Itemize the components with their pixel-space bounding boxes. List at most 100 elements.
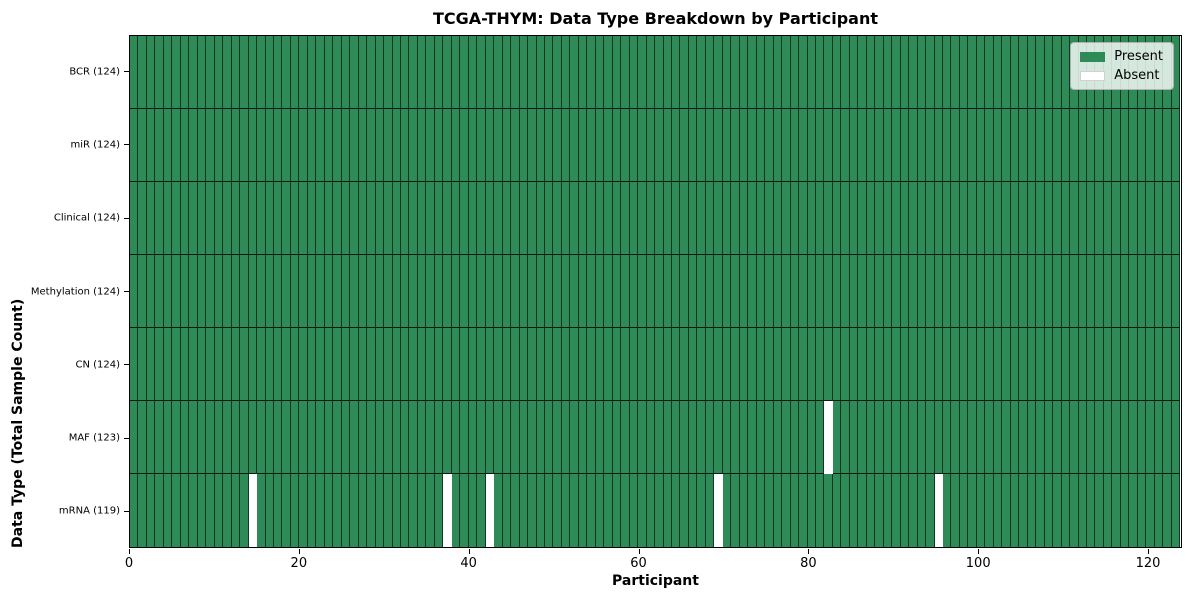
cell-BCR-90 [892, 36, 901, 109]
cell-miR-20 [299, 109, 308, 182]
cell-mRNA-55 [595, 474, 605, 547]
cell-MAF-43 [494, 401, 503, 474]
cell-MAF-110 [1061, 401, 1071, 474]
cell-MAF-40 [468, 401, 478, 474]
cell-Clinical-87 [866, 182, 876, 255]
cell-Methylation-123 [1171, 255, 1181, 328]
cell-miR-107 [1036, 109, 1045, 182]
cell-Methylation-10 [214, 255, 224, 328]
cell-Clinical-103 [1002, 182, 1011, 255]
cell-miR-61 [646, 109, 656, 182]
cell-Clinical-107 [1036, 182, 1045, 255]
cell-Methylation-46 [519, 255, 529, 328]
cell-Methylation-19 [290, 255, 300, 328]
cell-BCR-73 [748, 36, 757, 109]
cell-miR-7 [189, 109, 198, 182]
cell-Methylation-6 [180, 255, 190, 328]
row-Methylation [130, 255, 1181, 328]
cell-mRNA-60 [638, 474, 647, 547]
cell-mRNA-113 [1086, 474, 1096, 547]
cell-Methylation-88 [875, 255, 884, 328]
cell-Clinical-31 [392, 182, 401, 255]
cell-Methylation-42 [485, 255, 495, 328]
cell-CN-21 [307, 328, 317, 401]
cell-mRNA-90 [892, 474, 901, 547]
cell-Methylation-86 [858, 255, 867, 328]
cell-MAF-23 [324, 401, 334, 474]
cell-CN-119 [1137, 328, 1147, 401]
cell-mRNA-96 [943, 474, 952, 547]
cell-mRNA-1 [138, 474, 147, 547]
cell-Clinical-65 [680, 182, 689, 255]
cell-mRNA-6 [180, 474, 190, 547]
cell-CN-23 [324, 328, 334, 401]
row-CN [130, 328, 1181, 401]
x-tick-mark [638, 549, 640, 554]
cell-miR-12 [231, 109, 241, 182]
cell-miR-84 [841, 109, 850, 182]
cell-CN-105 [1019, 328, 1028, 401]
cell-CN-103 [1002, 328, 1011, 401]
cell-BCR-81 [815, 36, 825, 109]
cell-MAF-97 [951, 401, 960, 474]
cell-CN-56 [604, 328, 613, 401]
cell-Clinical-96 [943, 182, 952, 255]
x-axis-title: Participant [612, 573, 699, 589]
cell-mRNA-117 [1120, 474, 1130, 547]
cell-mRNA-21 [307, 474, 317, 547]
cell-Clinical-63 [663, 182, 672, 255]
cell-MAF-3 [155, 401, 164, 474]
cell-mRNA-40 [468, 474, 478, 547]
cell-CN-77 [782, 328, 791, 401]
cell-Methylation-71 [731, 255, 740, 328]
cell-Methylation-119 [1137, 255, 1147, 328]
cell-CN-16 [265, 328, 274, 401]
cell-Methylation-54 [587, 255, 596, 328]
cell-miR-10 [214, 109, 224, 182]
cell-BCR-7 [189, 36, 198, 109]
cell-mRNA-11 [223, 474, 232, 547]
cell-mRNA-75 [765, 474, 774, 547]
absent-swatch-icon [1080, 70, 1106, 81]
cell-Methylation-52 [570, 255, 579, 328]
cell-MAF-118 [1129, 401, 1138, 474]
cell-mRNA-16 [265, 474, 274, 547]
cell-MAF-42 [485, 401, 495, 474]
cell-CN-27 [358, 328, 368, 401]
x-tick-mark [978, 549, 980, 554]
cell-Clinical-66 [688, 182, 698, 255]
cell-miR-101 [985, 109, 994, 182]
cell-miR-1 [138, 109, 147, 182]
cell-miR-18 [282, 109, 291, 182]
cell-CN-42 [485, 328, 495, 401]
cell-BCR-75 [765, 36, 774, 109]
cell-MAF-68 [705, 401, 715, 474]
cell-Clinical-56 [604, 182, 613, 255]
cell-Methylation-92 [909, 255, 918, 328]
cell-BCR-12 [231, 36, 241, 109]
cell-Clinical-36 [434, 182, 444, 255]
cell-Clinical-18 [282, 182, 291, 255]
cell-MAF-107 [1036, 401, 1045, 474]
cell-mRNA-76 [773, 474, 783, 547]
cell-Clinical-59 [629, 182, 639, 255]
cell-Clinical-70 [722, 182, 732, 255]
cell-MAF-19 [290, 401, 300, 474]
cell-Clinical-3 [155, 182, 164, 255]
cell-miR-40 [468, 109, 478, 182]
cell-BCR-66 [688, 36, 698, 109]
cell-BCR-33 [409, 36, 418, 109]
cell-Clinical-20 [299, 182, 308, 255]
cell-Methylation-49 [544, 255, 554, 328]
cell-Clinical-121 [1154, 182, 1164, 255]
cell-Clinical-6 [180, 182, 190, 255]
cell-Clinical-102 [993, 182, 1003, 255]
cell-mRNA-51 [561, 474, 571, 547]
cell-BCR-74 [756, 36, 766, 109]
cell-miR-71 [731, 109, 740, 182]
cell-Clinical-21 [307, 182, 317, 255]
cell-MAF-78 [790, 401, 800, 474]
cell-mRNA-37 [443, 474, 452, 547]
cell-miR-31 [392, 109, 401, 182]
cell-BCR-51 [561, 36, 571, 109]
